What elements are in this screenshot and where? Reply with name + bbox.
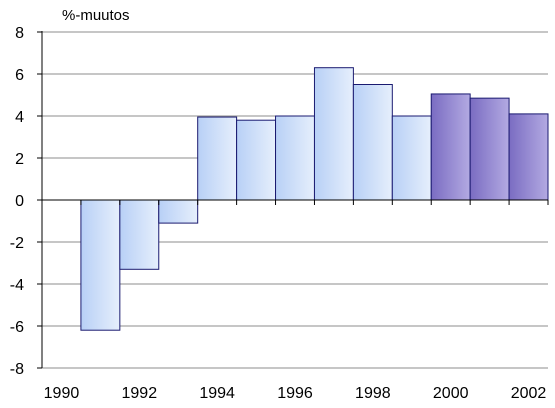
y-tick-label: 8: [15, 25, 24, 42]
bar-1992: [119, 199, 160, 270]
bar-1995: [236, 119, 277, 201]
bar-2002: [508, 113, 549, 201]
bar-2000: [430, 93, 471, 201]
y-tick-label: -6: [10, 319, 24, 336]
x-tick-label: 2000: [433, 385, 469, 402]
y-tick-label: -8: [10, 361, 24, 378]
bar-1999: [391, 115, 432, 201]
tick-labels: -8 -6 -4 -2 0 2 4 6 8 1990 1992 1994 1996 1998 2000 200…: [10, 25, 547, 402]
y-tick-label: -4: [10, 277, 24, 294]
bar-2001: [469, 97, 510, 201]
x-tick-label: 1992: [122, 385, 158, 402]
x-tick-label: 2002: [511, 385, 547, 402]
y-tick-label: -2: [10, 235, 24, 252]
y-tick-label: 0: [15, 193, 24, 210]
bar-1991: [80, 199, 121, 331]
bar-1994: [197, 116, 238, 201]
y-tick-label: 6: [15, 67, 24, 84]
y-axis-label: %-muutos: [62, 7, 130, 24]
x-tick-label: 1996: [277, 385, 313, 402]
axes: [37, 31, 549, 369]
bar-1993: [158, 199, 199, 224]
x-tick-label: 1998: [355, 385, 391, 402]
y-tick-label: 2: [15, 151, 24, 168]
bar-1996: [275, 115, 315, 201]
bars: [80, 67, 549, 331]
x-tick-label: 1994: [199, 385, 235, 402]
bar-1997: [313, 67, 354, 201]
bar-1998: [352, 84, 393, 201]
y-tick-label: 4: [15, 109, 24, 126]
x-tick-label: 1990: [44, 385, 80, 402]
